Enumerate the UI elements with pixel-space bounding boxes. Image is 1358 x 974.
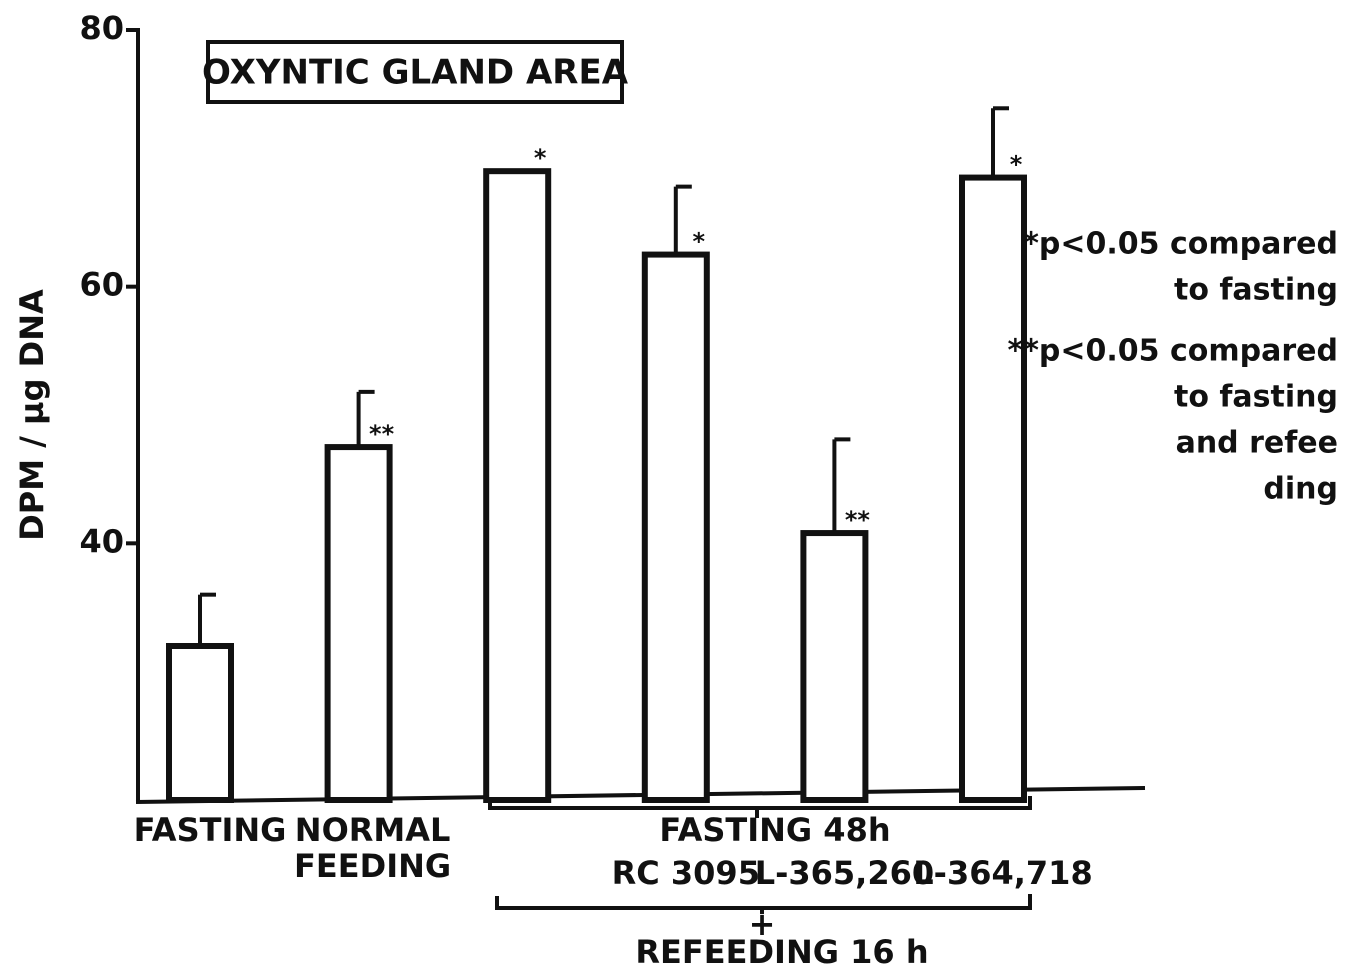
x-tick-label-line: NORMAL <box>295 811 451 849</box>
y-axis-label: DPM / µg DNA <box>13 289 51 541</box>
bar <box>959 174 1027 804</box>
significance-mark: * <box>693 228 706 256</box>
y-tick-label: 40 <box>79 522 124 560</box>
x-tick-label: NORMAL FEEDING <box>294 811 451 885</box>
group-bracket <box>488 796 1032 818</box>
x-tick-label: L-364,718 <box>913 854 1092 892</box>
x-tick-label: RC 3095 <box>612 854 760 892</box>
bar <box>324 444 393 803</box>
x-tick-label: L-365,260 <box>755 854 934 892</box>
footnote: ding <box>1263 472 1338 507</box>
group-bracket <box>495 894 1032 914</box>
bar <box>166 643 234 803</box>
x-tick-label: FASTING <box>134 811 287 849</box>
footnote: and refee <box>1176 426 1338 461</box>
x-tick-label-line: FEEDING <box>294 847 451 885</box>
title-box <box>206 40 624 104</box>
chart-title: OXYNTIC GLAND AREA <box>202 53 629 93</box>
group-label: + <box>749 905 776 943</box>
footnote: *p<0.05 compared <box>1023 227 1338 262</box>
bar <box>641 251 710 804</box>
significance-mark: * <box>534 144 547 172</box>
significance-mark: * <box>1010 151 1023 179</box>
y-tick-label: 80 <box>79 9 124 47</box>
significance-mark: ** <box>369 420 395 448</box>
footnote: to fasting <box>1174 273 1338 308</box>
footnote: to fasting <box>1174 380 1338 415</box>
bar <box>800 530 869 803</box>
y-tick-label: 60 <box>79 266 124 304</box>
bar <box>483 168 552 803</box>
footnote: **p<0.05 compared <box>1008 334 1338 369</box>
group-label: FASTING 48h <box>659 811 890 849</box>
significance-mark: ** <box>845 506 871 534</box>
group-label: REFEEDING 16 h <box>635 933 928 971</box>
